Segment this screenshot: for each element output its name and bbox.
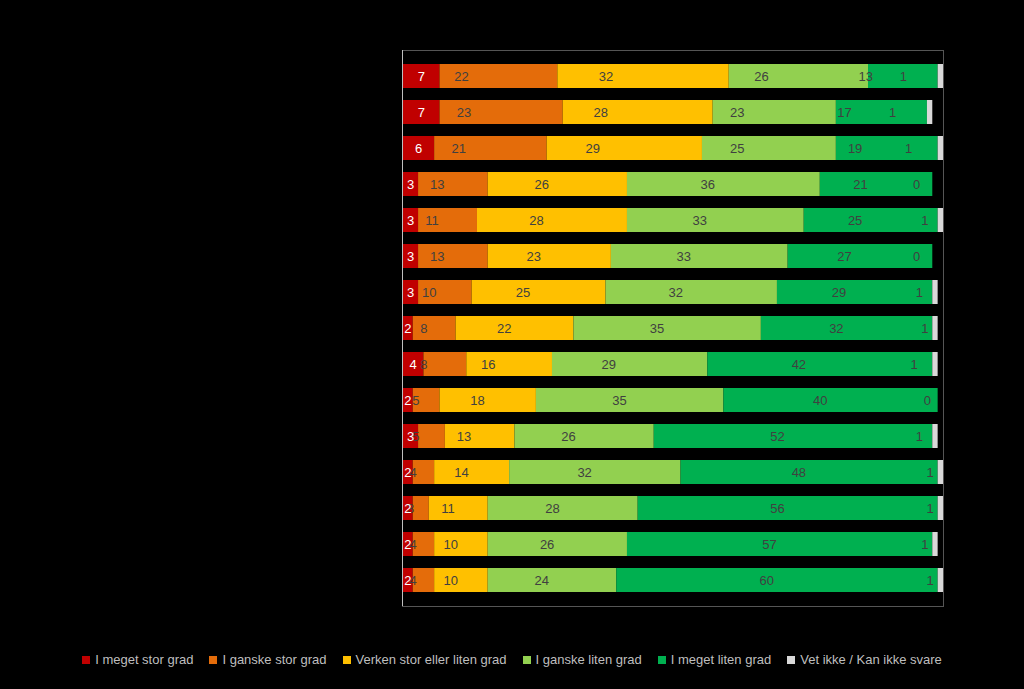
svg-text:2: 2 [404, 321, 411, 336]
svg-text:18: 18 [470, 393, 484, 408]
svg-text:56: 56 [770, 501, 784, 516]
svg-text:1: 1 [900, 69, 907, 84]
svg-text:26: 26 [754, 69, 768, 84]
svg-text:13: 13 [430, 177, 444, 192]
svg-text:16: 16 [481, 357, 495, 372]
svg-text:5: 5 [412, 428, 420, 444]
svg-text:3: 3 [407, 213, 414, 228]
html-text:I ganske liten grad: I ganske liten grad [535, 652, 642, 667]
svg-text:10: 10 [443, 573, 457, 588]
html-text:Verken stor eller liten grad: Verken stor eller liten grad [355, 652, 507, 667]
svg-text:2: 2 [404, 393, 411, 408]
svg-text:35: 35 [612, 393, 626, 408]
svg-text:52: 52 [770, 429, 784, 444]
svg-text:28: 28 [593, 105, 607, 120]
html-text:Vet ikke / Kan ikke svare: Vet ikke / Kan ikke svare [800, 652, 942, 667]
svg-text:13: 13 [430, 249, 444, 264]
svg-text:23: 23 [457, 105, 471, 120]
svg-text:4: 4 [410, 357, 417, 372]
svg-text:8: 8 [420, 321, 427, 336]
svg-text:7: 7 [418, 105, 425, 120]
svg-text:21: 21 [853, 177, 867, 192]
svg-text:40: 40 [813, 393, 827, 408]
svg-text:2: 2 [404, 465, 411, 480]
svg-text:1: 1 [889, 105, 896, 120]
svg-text:48: 48 [792, 465, 806, 480]
svg-text:0: 0 [913, 249, 920, 264]
svg-text:25: 25 [848, 213, 862, 228]
svg-text:13: 13 [457, 429, 471, 444]
svg-text:28: 28 [545, 501, 559, 516]
svg-text:1: 1 [921, 213, 928, 228]
svg-text:1: 1 [926, 501, 933, 516]
svg-text:13: 13 [859, 69, 873, 84]
svg-text:35: 35 [650, 321, 664, 336]
svg-text:6: 6 [415, 141, 422, 156]
svg-text:3: 3 [407, 249, 414, 264]
svg-text:26: 26 [561, 429, 575, 444]
svg-text:8: 8 [420, 357, 427, 372]
svg-text:3: 3 [407, 177, 414, 192]
svg-text:0: 0 [913, 177, 920, 192]
svg-text:5: 5 [412, 393, 419, 408]
svg-text:0: 0 [924, 393, 931, 408]
svg-text:7: 7 [418, 69, 425, 84]
svg-text:32: 32 [668, 285, 682, 300]
svg-text:29: 29 [601, 357, 615, 372]
svg-text:32: 32 [599, 69, 613, 84]
svg-text:33: 33 [676, 249, 690, 264]
svg-text:2: 2 [404, 537, 411, 552]
svg-text:1: 1 [921, 537, 928, 552]
svg-text:36: 36 [701, 177, 715, 192]
svg-text:25: 25 [730, 141, 744, 156]
svg-text:42: 42 [792, 357, 806, 372]
svg-text:4: 4 [409, 572, 417, 588]
svg-text:24: 24 [535, 573, 549, 588]
svg-text:3: 3 [407, 429, 414, 444]
svg-text:22: 22 [497, 321, 511, 336]
svg-text:1: 1 [921, 321, 928, 336]
svg-text:29: 29 [832, 285, 846, 300]
svg-text:22: 22 [454, 69, 468, 84]
html-text:I ganske stor grad: I ganske stor grad [222, 652, 327, 667]
html-text:I meget stor grad: I meget stor grad [95, 652, 194, 667]
svg-text:1: 1 [916, 429, 923, 444]
svg-text:11: 11 [441, 501, 455, 516]
svg-text:19: 19 [848, 141, 862, 156]
svg-text:4: 4 [409, 464, 417, 480]
svg-text:23: 23 [526, 249, 540, 264]
svg-text:17: 17 [837, 105, 851, 120]
svg-text:10: 10 [422, 285, 436, 300]
svg-text:4: 4 [409, 536, 417, 552]
svg-text:23: 23 [730, 105, 744, 120]
svg-text:3: 3 [407, 285, 414, 300]
svg-text:1: 1 [926, 573, 933, 588]
svg-text:32: 32 [829, 321, 843, 336]
svg-text:60: 60 [760, 573, 774, 588]
svg-text:28: 28 [529, 213, 543, 228]
svg-text:21: 21 [452, 141, 466, 156]
svg-text:2: 2 [404, 573, 411, 588]
svg-text:32: 32 [577, 465, 591, 480]
svg-text:27: 27 [837, 249, 851, 264]
svg-text:10: 10 [443, 537, 457, 552]
svg-text:1: 1 [905, 141, 912, 156]
svg-text:26: 26 [540, 537, 554, 552]
svg-text:29: 29 [585, 141, 599, 156]
svg-text:2: 2 [404, 501, 411, 516]
svg-text:33: 33 [693, 213, 707, 228]
svg-text:11: 11 [425, 213, 439, 228]
svg-text:25: 25 [516, 285, 530, 300]
svg-text:1: 1 [916, 285, 923, 300]
svg-text:57: 57 [762, 537, 776, 552]
html-text:I meget liten grad: I meget liten grad [670, 652, 772, 667]
svg-text:1: 1 [910, 357, 917, 372]
svg-text:26: 26 [535, 177, 549, 192]
svg-text:14: 14 [454, 465, 468, 480]
svg-text:1: 1 [926, 465, 933, 480]
